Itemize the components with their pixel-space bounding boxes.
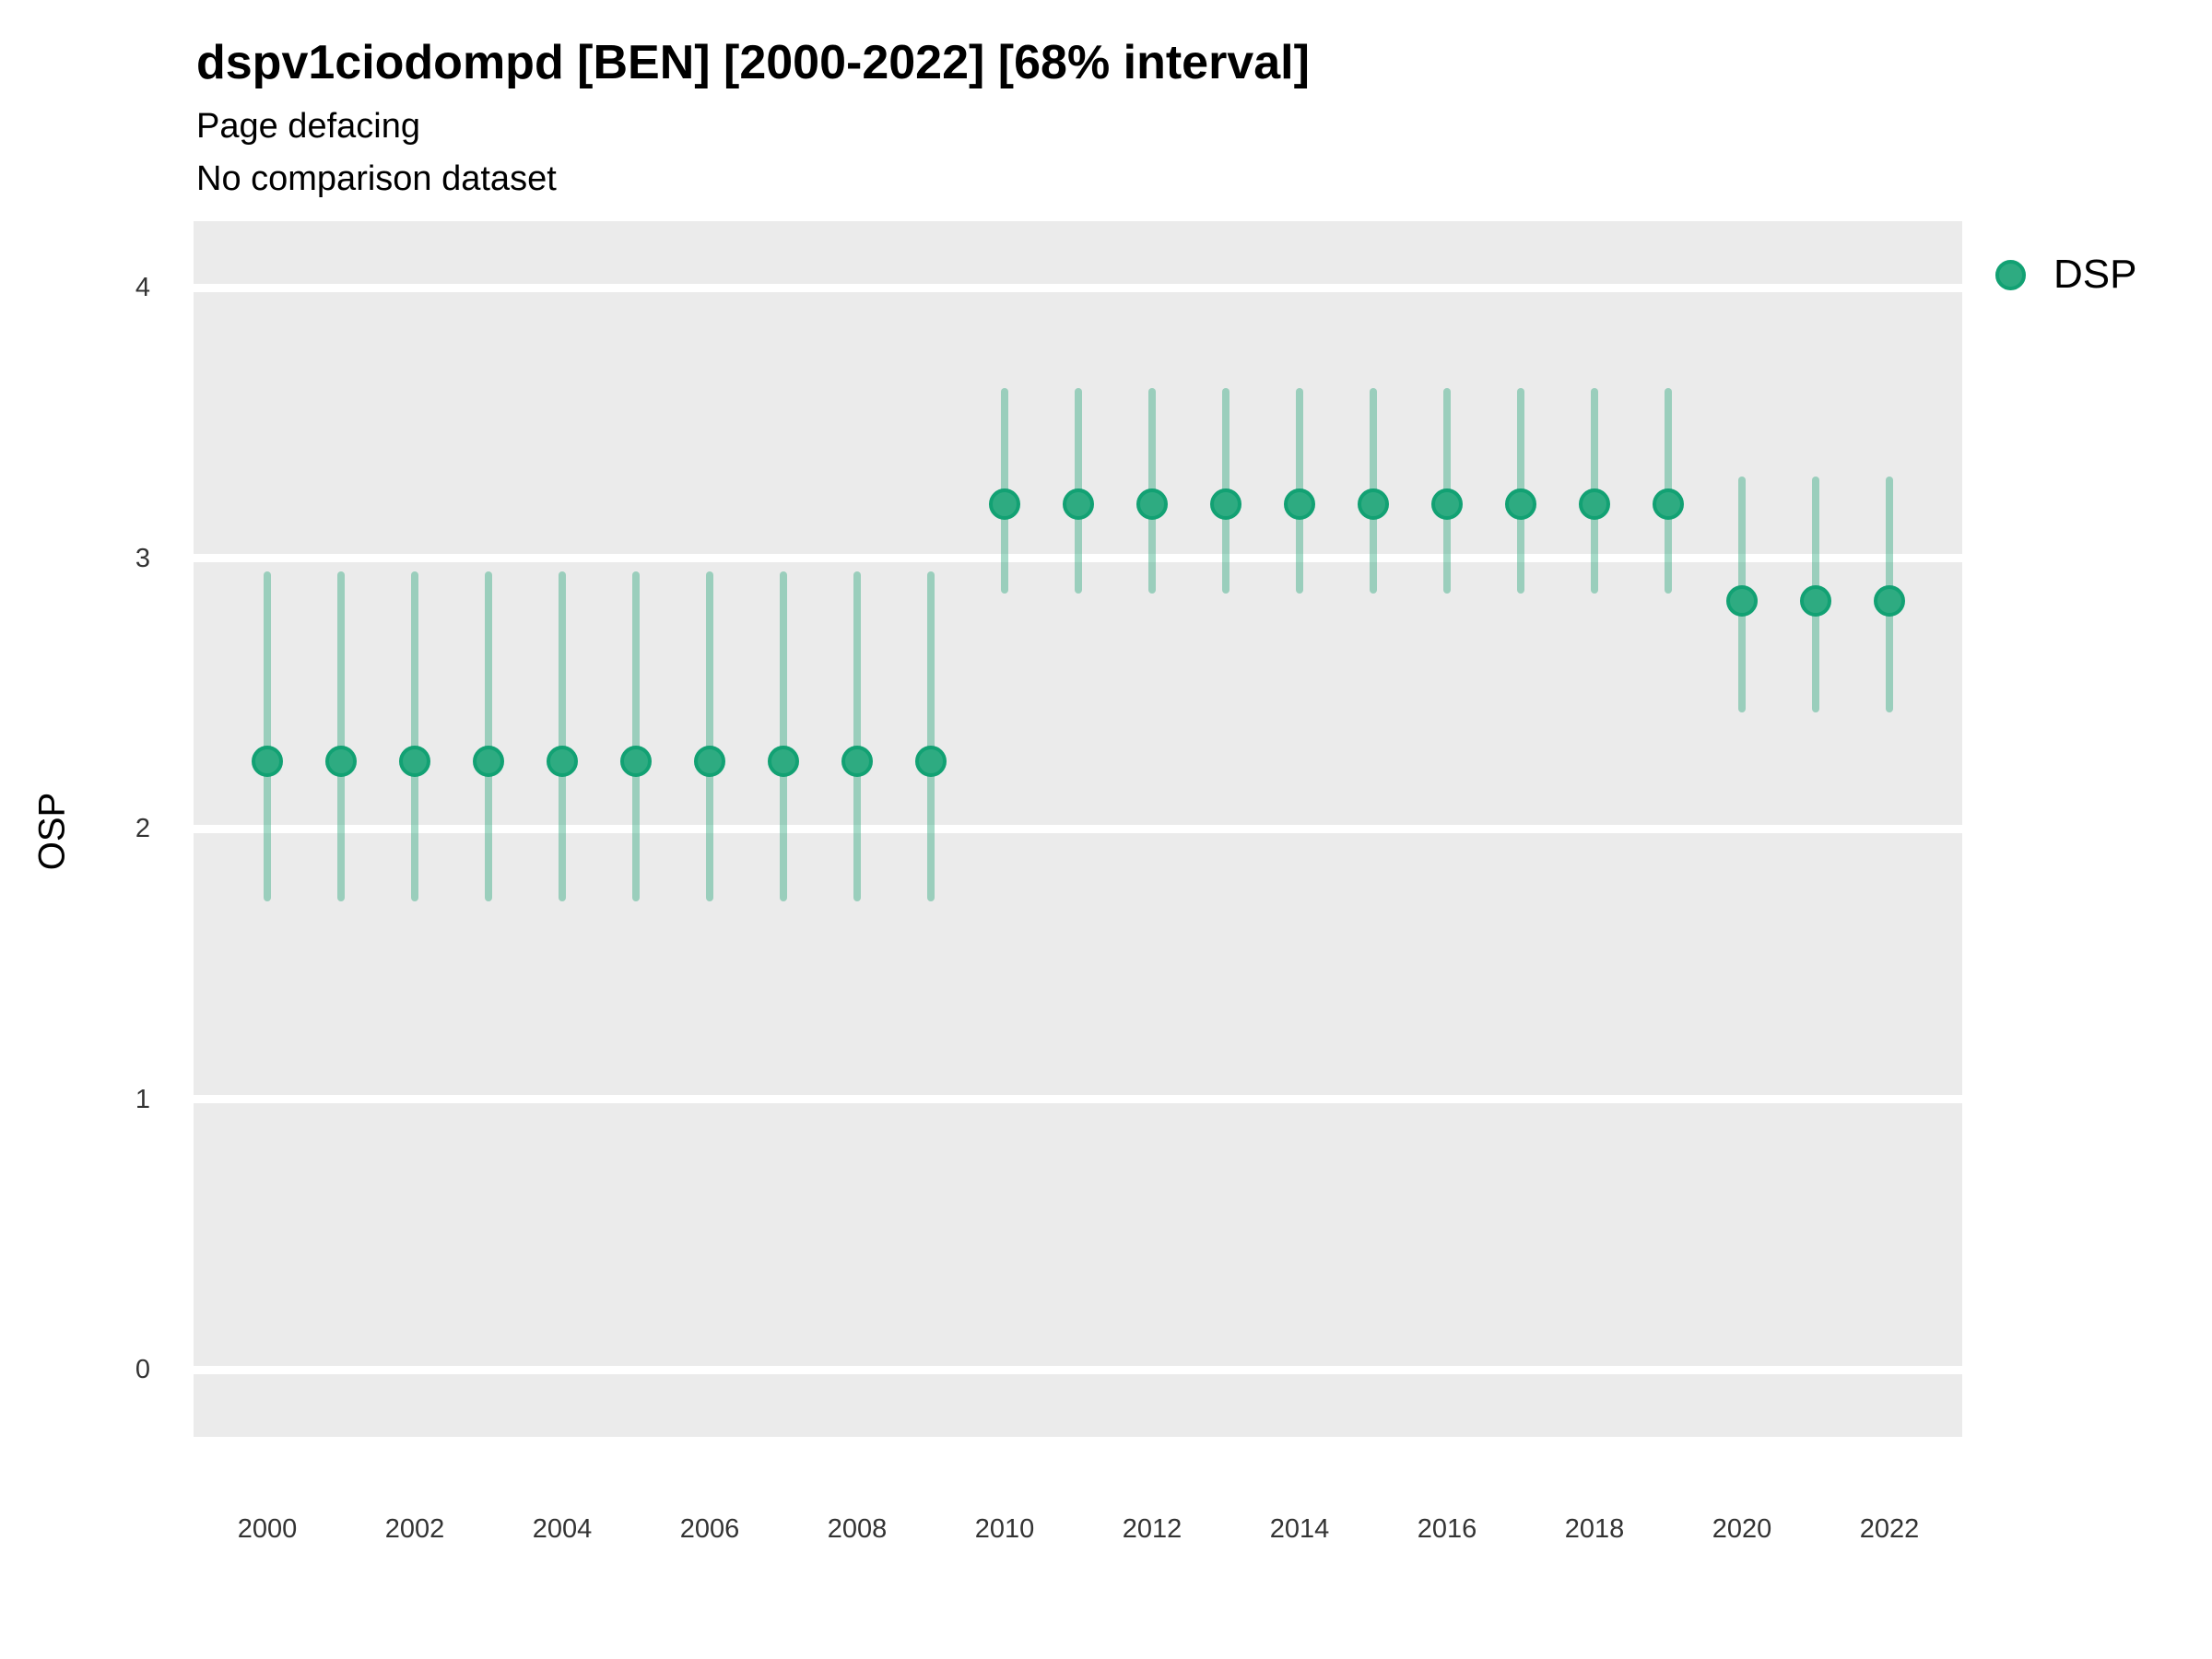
error-bar [853, 571, 861, 902]
y-tick-label: 0 [135, 1355, 150, 1384]
data-point [1431, 488, 1463, 520]
error-bar [927, 571, 935, 902]
data-point [325, 745, 357, 777]
data-point [1210, 488, 1241, 520]
data-point [1579, 488, 1610, 520]
error-bar [411, 571, 418, 902]
gridline [194, 554, 1962, 562]
error-bar [632, 571, 640, 902]
x-tick-label: 2020 [1712, 1514, 1772, 1544]
data-point [1284, 488, 1315, 520]
data-point [1136, 488, 1168, 520]
y-tick-label: 1 [135, 1084, 150, 1114]
data-point [915, 745, 947, 777]
data-point [1653, 488, 1684, 520]
x-tick-label: 2018 [1564, 1514, 1625, 1544]
data-point [473, 745, 504, 777]
data-point [547, 745, 578, 777]
gridline [194, 1095, 1962, 1103]
data-point [694, 745, 725, 777]
error-bar [706, 571, 713, 902]
x-tick-label: 2022 [1859, 1514, 1920, 1544]
data-point [1726, 585, 1758, 618]
data-point [1063, 488, 1094, 520]
error-bar [264, 571, 271, 902]
data-point [841, 745, 873, 777]
data-point [768, 745, 799, 777]
data-point [1505, 488, 1536, 520]
x-tick-label: 2004 [532, 1514, 593, 1544]
x-tick-label: 2006 [679, 1514, 740, 1544]
x-tick-label: 2016 [1417, 1514, 1477, 1544]
error-bar [780, 571, 787, 902]
x-tick-label: 2000 [237, 1514, 298, 1544]
error-bar [559, 571, 566, 902]
x-tick-label: 2014 [1269, 1514, 1330, 1544]
data-point [252, 745, 283, 777]
data-point [399, 745, 430, 777]
data-point [620, 745, 652, 777]
chart-subtitle-line2: No comparison dataset [196, 159, 557, 198]
data-point [1800, 585, 1831, 618]
data-point [1358, 488, 1389, 520]
error-bar [485, 571, 492, 902]
data-point [1874, 585, 1905, 618]
chart-title: dspv1ciodompd [BEN] [2000-2022] [68% int… [196, 36, 1310, 89]
legend-marker-dot [1995, 260, 2026, 290]
gridline [194, 283, 1962, 292]
data-point [989, 488, 1020, 520]
gridline [194, 824, 1962, 833]
y-tick-label: 2 [135, 814, 150, 843]
y-tick-label: 4 [135, 273, 150, 302]
chart-subtitle-line1: Page defacing [196, 107, 420, 146]
y-tick-label: 3 [135, 543, 150, 573]
error-bar [337, 571, 345, 902]
x-tick-label: 2010 [974, 1514, 1035, 1544]
plot-panel [194, 221, 1962, 1437]
x-tick-label: 2012 [1122, 1514, 1182, 1544]
x-tick-label: 2002 [384, 1514, 445, 1544]
legend-label: DSP [2053, 252, 2137, 297]
x-tick-label: 2008 [827, 1514, 888, 1544]
gridline [194, 1365, 1962, 1374]
